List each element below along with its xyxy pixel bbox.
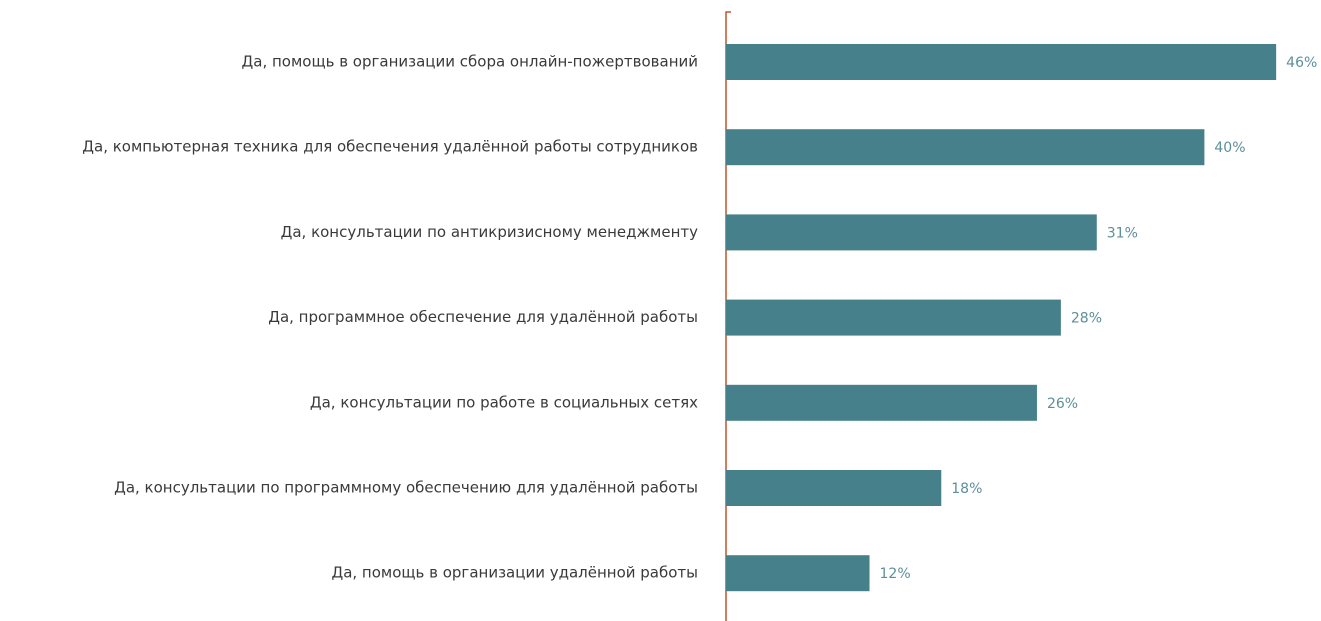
category-label: Да, консультации по антикризисному менед… xyxy=(281,223,698,241)
bar xyxy=(726,299,1061,336)
bar xyxy=(726,555,870,592)
value-label: 46% xyxy=(1286,55,1317,71)
category-label: Да, компьютерная техника для обеспечения… xyxy=(82,138,698,156)
bar xyxy=(726,384,1037,421)
value-label: 40% xyxy=(1214,140,1245,156)
value-label: 12% xyxy=(880,566,911,582)
value-label: 31% xyxy=(1107,225,1138,241)
category-label: Да, помощь в организации сбора онлайн-по… xyxy=(242,53,698,71)
bar xyxy=(726,44,1277,80)
category-label: Да, консультации по программному обеспеч… xyxy=(114,479,698,497)
category-label: Да, консультации по работе в социальных … xyxy=(310,393,698,411)
value-label: 26% xyxy=(1047,396,1078,412)
bar xyxy=(726,470,942,506)
bar xyxy=(726,214,1097,251)
value-label: 18% xyxy=(951,481,982,497)
category-label: Да, помощь в организации удалённой работ… xyxy=(331,564,698,582)
bar xyxy=(726,129,1205,166)
category-label: Да, программное обеспечение для удалённо… xyxy=(268,308,698,326)
value-label: 28% xyxy=(1071,311,1102,327)
